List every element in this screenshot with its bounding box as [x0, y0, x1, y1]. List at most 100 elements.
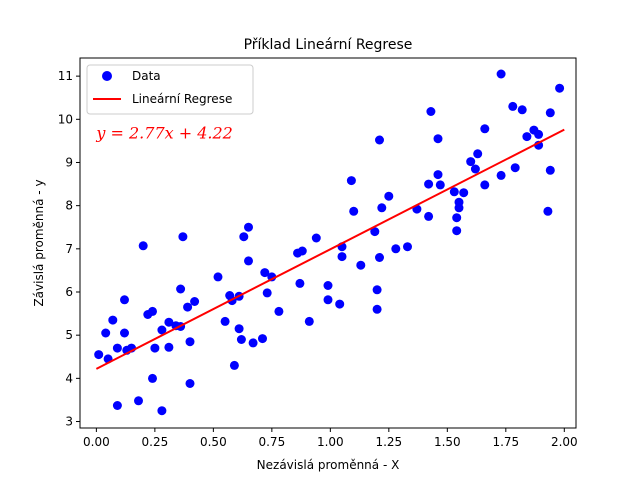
- y-tick-label: 4: [65, 371, 73, 385]
- legend-label-data: Data: [132, 69, 161, 83]
- data-point-37: [244, 222, 253, 232]
- data-point-62: [375, 135, 384, 145]
- data-point-70: [426, 107, 436, 116]
- data-point-29: [220, 316, 230, 326]
- data-point-16: [157, 325, 167, 335]
- data-point-27: [190, 297, 200, 306]
- data-point-26: [185, 379, 195, 388]
- data-point-59: [372, 285, 382, 295]
- data-point-60: [372, 304, 382, 314]
- data-point-50: [323, 281, 333, 290]
- data-point-66: [403, 242, 412, 252]
- data-point-36: [239, 232, 249, 242]
- data-point-11: [138, 241, 148, 251]
- data-point-97: [555, 83, 565, 93]
- data-point-61: [375, 253, 384, 262]
- legend-box: [86, 64, 254, 115]
- data-point-34: [234, 324, 244, 334]
- regression-equation: y = 2.77x + 4.22: [95, 124, 232, 143]
- data-point-41: [260, 268, 270, 278]
- chart-title: Příklad Lineární Regrese: [244, 37, 413, 53]
- x-tick-label: 0.75: [258, 435, 285, 449]
- data-point-81: [470, 164, 480, 174]
- data-point-52: [335, 299, 345, 309]
- data-point-71: [433, 134, 443, 144]
- data-point-76: [452, 226, 462, 236]
- data-point-35: [236, 335, 246, 344]
- legend: Data Lineární Regrese: [86, 64, 254, 115]
- x-tick-label: 0.25: [142, 435, 169, 449]
- data-point-87: [508, 101, 518, 111]
- data-point-83: [480, 124, 490, 134]
- data-point-65: [391, 244, 401, 254]
- data-point-63: [377, 203, 387, 213]
- data-point-0: [94, 350, 104, 360]
- data-point-28: [213, 272, 223, 282]
- data-point-54: [337, 252, 347, 262]
- data-point-57: [356, 260, 366, 270]
- data-point-79: [459, 188, 469, 198]
- y-tick-label: 11: [58, 69, 73, 83]
- data-point-80: [466, 157, 476, 167]
- data-point-47: [297, 246, 307, 256]
- legend-marker-data: [102, 71, 112, 81]
- data-point-89: [517, 105, 527, 115]
- data-point-4: [112, 343, 122, 353]
- y-axis-label: Závislá proměnná - y: [32, 179, 46, 306]
- data-point-56: [349, 206, 359, 216]
- data-point-7: [120, 328, 129, 338]
- y-tick-label: 3: [65, 415, 73, 429]
- y-tick-label: 6: [65, 285, 73, 299]
- y-tick-label: 9: [65, 155, 73, 169]
- data-point-84: [480, 180, 490, 190]
- y-tick-label: 5: [65, 328, 73, 342]
- data-point-40: [258, 334, 267, 344]
- data-point-18: [164, 317, 174, 327]
- data-point-17: [157, 406, 167, 416]
- data-point-19: [164, 342, 174, 352]
- data-point-38: [244, 256, 253, 266]
- data-point-48: [304, 316, 314, 326]
- y-tick-label: 7: [65, 242, 73, 256]
- data-point-86: [496, 170, 506, 180]
- data-point-72: [433, 170, 443, 180]
- x-tick-label: 1.00: [317, 435, 344, 449]
- legend-label-regression: Lineární Regrese: [132, 92, 232, 106]
- data-point-32: [229, 360, 239, 370]
- plot-area: [80, 58, 576, 428]
- data-point-85: [496, 69, 506, 79]
- data-point-24: [183, 302, 193, 312]
- data-point-74: [449, 187, 459, 197]
- y-tick-label: 8: [65, 199, 73, 213]
- x-tick-label: 0.00: [83, 435, 110, 449]
- data-point-94: [543, 206, 553, 216]
- x-tick-label: 1.25: [375, 435, 402, 449]
- y-axis-ticks: 3 4 5 6 7 8 9 10 11: [58, 69, 80, 429]
- data-point-51: [323, 295, 333, 305]
- data-point-75: [452, 213, 462, 223]
- data-point-39: [248, 338, 258, 348]
- x-tick-label: 1.75: [492, 435, 519, 449]
- data-point-22: [176, 284, 186, 294]
- data-point-46: [295, 278, 305, 288]
- regression-line: [95, 128, 565, 370]
- x-tick-label: 1.50: [434, 435, 461, 449]
- data-point-3: [108, 315, 118, 325]
- data-point-64: [384, 191, 394, 201]
- data-point-88: [510, 163, 520, 173]
- data-point-15: [150, 343, 160, 353]
- scatter-points: [94, 69, 565, 416]
- data-point-73: [435, 180, 445, 190]
- data-point-58: [370, 227, 380, 237]
- data-point-55: [346, 176, 356, 186]
- data-point-82: [473, 149, 483, 159]
- x-axis-ticks: 0.00 0.25 0.50 0.75 1.00 1.25 1.50 1.75 2.00: [83, 428, 578, 449]
- data-point-5: [112, 401, 122, 410]
- x-tick-label: 0.50: [200, 435, 227, 449]
- y-tick-label: 10: [58, 112, 73, 126]
- data-point-42: [262, 288, 272, 298]
- data-point-2: [101, 328, 111, 338]
- x-tick-label: 2.00: [551, 435, 578, 449]
- data-point-49: [311, 233, 321, 243]
